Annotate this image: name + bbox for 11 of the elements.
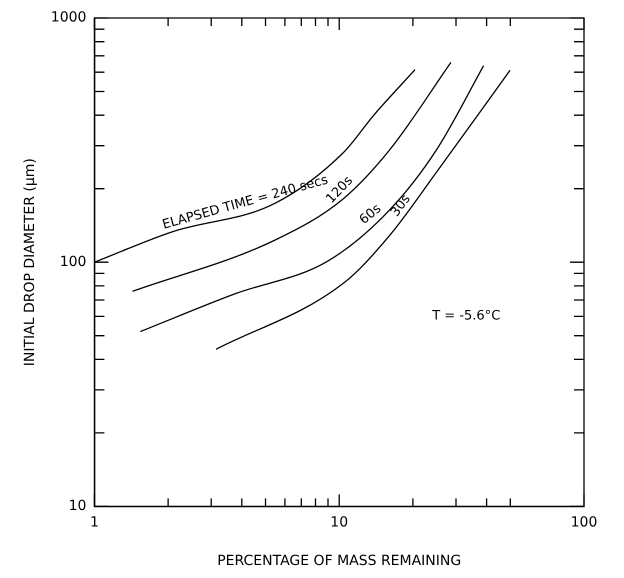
y-tick-label: 1000	[50, 10, 86, 26]
text: 30s	[388, 192, 414, 220]
y-tick-label: 10	[68, 498, 86, 514]
x-axis-title: PERCENTAGE OF MASS REMAINING	[217, 553, 462, 570]
annotation: T = -5.6°C	[431, 308, 500, 324]
y-axis-title: INITIAL DROP DIAMETER (μm)	[22, 158, 38, 366]
x-tick-label: 10	[330, 514, 348, 530]
x-tick-label: 1	[90, 514, 99, 530]
text: 60s	[356, 201, 384, 228]
x-tick-label: 100	[570, 514, 598, 530]
y-tick-label: 100	[60, 254, 86, 270]
